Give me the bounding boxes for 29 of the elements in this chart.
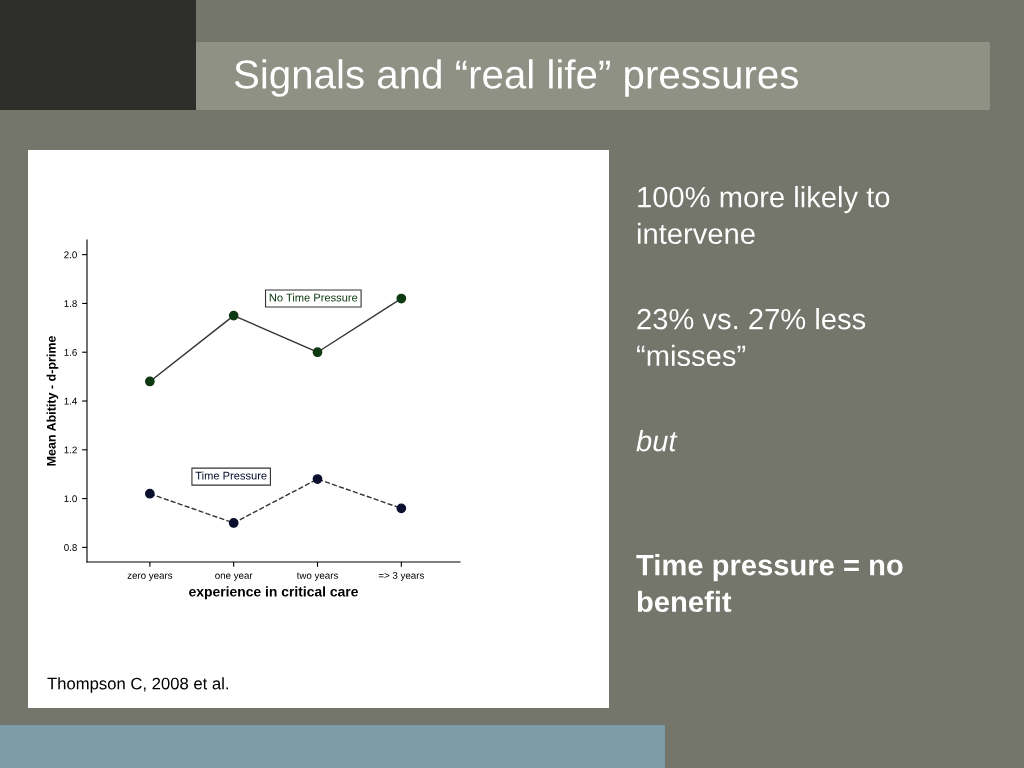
series-label: No Time Pressure	[269, 293, 358, 302]
chart-title: Signals and “real life” pressures	[234, 59, 798, 97]
y-tick-label: 0.8	[64, 544, 77, 551]
point	[145, 488, 155, 499]
text: Time Pressure	[195, 471, 267, 480]
y-tick-label: 1.6	[64, 348, 77, 356]
y-tick-label: 1.0	[64, 495, 77, 503]
y-tick-label: 1.8	[64, 300, 77, 308]
text: 23% vs. 27% less “misses”	[637, 308, 866, 367]
point	[396, 503, 407, 514]
x-tick-label: one year	[215, 573, 253, 581]
point	[396, 293, 407, 304]
point	[145, 376, 155, 387]
y-axis-title: Mean Abitity - d-prime	[46, 336, 59, 466]
x-axis-title: experience in critical care	[189, 586, 358, 600]
y-tick-label: 1.4	[64, 397, 77, 405]
x-tick-label: two years	[296, 572, 338, 581]
x-tick-label: => 3 years	[378, 571, 424, 581]
y-tick-label: 1.2	[64, 446, 77, 454]
point	[312, 474, 323, 484]
y-tick-label: 2.0	[64, 251, 77, 259]
text: but	[636, 430, 678, 452]
text: Thompson C, 2008 et al.	[47, 677, 228, 693]
point	[312, 347, 323, 358]
x-tick-label: zero years	[127, 573, 173, 581]
point	[228, 518, 239, 528]
text: 100% more likely to intervene	[637, 186, 890, 245]
point	[228, 310, 239, 321]
text: Time pressure = no benefit	[636, 554, 903, 613]
